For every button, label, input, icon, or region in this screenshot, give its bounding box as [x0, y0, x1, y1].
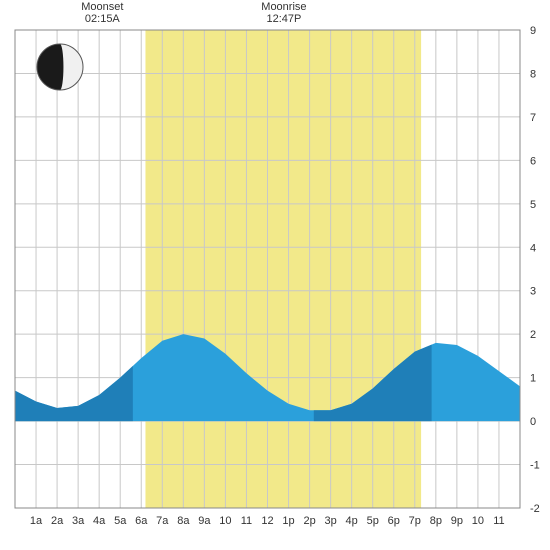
y-tick-label: 5	[530, 199, 536, 211]
daylight-band	[145, 30, 421, 508]
x-tick-label: 7p	[409, 515, 421, 527]
y-tick-label: 3	[530, 286, 536, 298]
x-tick-label: 2a	[51, 515, 64, 527]
y-tick-label: 0	[530, 416, 536, 428]
y-tick-label: 7	[530, 112, 536, 124]
x-tick-label: 4a	[93, 515, 106, 527]
y-tick-label: 8	[530, 68, 536, 80]
x-tick-label: 10	[472, 515, 484, 527]
y-tick-label: -1	[530, 460, 540, 472]
tide-chart: 1a2a3a4a5a6a7a8a9a1011121p2p3p4p5p6p7p8p…	[0, 0, 550, 550]
x-tick-label: 10	[219, 515, 231, 527]
x-tick-label: 3a	[72, 515, 85, 527]
x-tick-label: 8a	[177, 515, 190, 527]
y-tick-label: 1	[530, 373, 536, 385]
y-tick-label: -2	[530, 503, 540, 515]
x-tick-label: 1a	[30, 515, 43, 527]
x-tick-label: 3p	[325, 515, 337, 527]
moonset-label: Moonset	[81, 1, 123, 13]
y-tick-label: 2	[530, 329, 536, 341]
x-tick-label: 6p	[388, 515, 400, 527]
moonrise-time: 12:47P	[266, 13, 301, 25]
moonrise-label: Moonrise	[261, 1, 306, 13]
x-tick-label: 6a	[135, 515, 148, 527]
x-tick-label: 4p	[346, 515, 358, 527]
x-tick-label: 2p	[303, 515, 315, 527]
x-tick-label: 7a	[156, 515, 169, 527]
x-tick-label: 11	[493, 515, 504, 527]
x-tick-label: 8p	[430, 515, 442, 527]
x-tick-label: 9p	[451, 515, 463, 527]
moonset-time: 02:15A	[85, 13, 121, 25]
x-tick-label: 12	[261, 515, 273, 527]
x-tick-label: 11	[241, 515, 252, 527]
y-tick-label: 9	[530, 25, 536, 37]
x-tick-label: 9a	[198, 515, 211, 527]
y-tick-label: 6	[530, 155, 536, 167]
x-tick-label: 5a	[114, 515, 127, 527]
x-tick-label: 5p	[367, 515, 379, 527]
y-tick-label: 4	[530, 242, 536, 254]
x-tick-label: 1p	[282, 515, 294, 527]
moon-phase-icon	[37, 44, 83, 90]
